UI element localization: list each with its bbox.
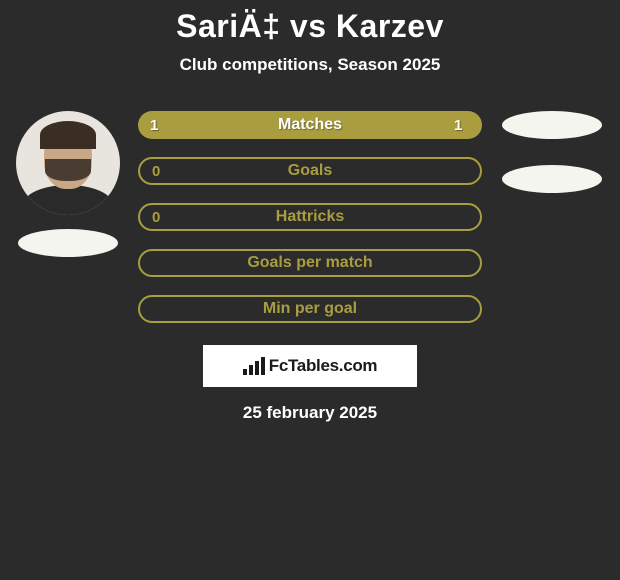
stat-row-min-per-goal: Min per goal [138,295,482,323]
club-logo-left [18,229,118,257]
brand-badge[interactable]: FcTables.com [203,345,417,387]
stat-row-hattricks: 0 Hattricks [138,203,482,231]
stat-row-matches: 1 Matches 1 [138,111,482,139]
stat-label: Min per goal [263,300,357,318]
stats-area: 1 Matches 1 0 Goals 0 Hattricks Goals pe… [0,111,620,323]
stats-bars: 1 Matches 1 0 Goals 0 Hattricks Goals pe… [138,111,482,323]
stat-left-value: 0 [152,209,168,226]
stat-row-goals-per-match: Goals per match [138,249,482,277]
stat-label: Hattricks [276,208,344,226]
club-logo-right-1 [502,111,602,139]
stat-right-value: 1 [454,117,470,134]
page-subtitle: Club competitions, Season 2025 [180,55,441,75]
stat-label: Goals [288,162,332,180]
stat-left-value: 1 [150,117,166,134]
player-right-column [500,111,604,193]
brand-text: FcTables.com [269,356,378,376]
comparison-card: SariÄ‡ vs Karzev Club competitions, Seas… [0,0,620,423]
player-left-avatar [16,111,120,215]
stat-label: Matches [278,116,342,134]
stat-row-goals: 0 Goals [138,157,482,185]
page-title: SariÄ‡ vs Karzev [176,8,444,45]
player-left-column [16,111,120,257]
date-label: 25 february 2025 [243,403,377,423]
club-logo-right-2 [502,165,602,193]
bar-chart-icon [243,357,265,375]
stat-label: Goals per match [247,254,372,272]
stat-left-value: 0 [152,163,168,180]
